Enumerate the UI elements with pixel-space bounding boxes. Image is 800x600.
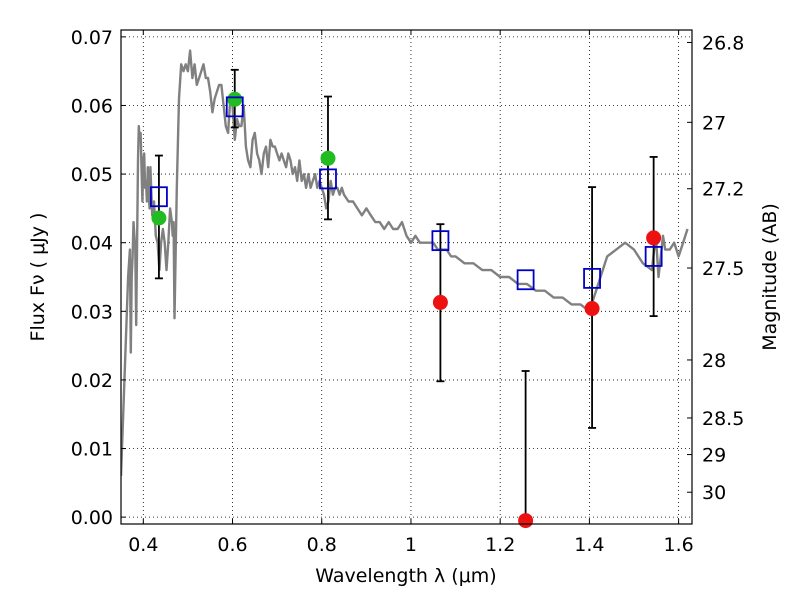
x-tick-label: 0.6: [217, 534, 247, 556]
square-point: [225, 96, 244, 118]
red-circle-point: [432, 294, 448, 310]
red-circle-point: [584, 301, 600, 317]
green-circle-point: [320, 150, 336, 166]
x-axis-title: Wavelength λ (μm): [315, 565, 496, 587]
y2-axis: 26.8 27 27.2 27.5 28 28.5 29 30: [687, 32, 744, 504]
plot-frame: [120, 29, 693, 525]
y-tick-label: 0.00: [71, 507, 113, 529]
y-tick-label: 0.06: [71, 95, 113, 117]
square-point: [150, 186, 168, 208]
y-axis-title: Flux Fν ( μJy ): [27, 213, 49, 342]
square-point: [431, 230, 450, 252]
y-tick-label: 0.05: [71, 164, 113, 186]
red-circle-point: [518, 513, 534, 529]
x-tick-label: 0.4: [128, 534, 158, 556]
x-tick-label: 0.8: [307, 534, 337, 556]
red-circle-point: [646, 230, 662, 246]
y2-tick-label: 27.5: [702, 258, 744, 280]
square-point: [583, 267, 601, 289]
x-tick-label: 1.4: [574, 534, 604, 556]
y-tick-label: 0.07: [71, 27, 113, 49]
square-point: [644, 246, 663, 267]
plot-area: [121, 49, 689, 529]
x-tick-label: 1.6: [664, 534, 694, 556]
y2-tick-label: 26.8: [702, 32, 744, 54]
y-tick-label: 0.01: [71, 439, 113, 461]
y2-tick-label: 29: [702, 445, 726, 467]
green-circle-point: [151, 210, 167, 226]
y-tick-label: 0.04: [71, 233, 113, 255]
y2-tick-label: 28: [702, 350, 726, 372]
square-point: [319, 168, 337, 190]
y-tick-label: 0.02: [71, 370, 113, 392]
y-axis: 0.00 0.01 0.02 0.03 0.04 0.05 0.06 0.07: [71, 27, 126, 529]
x-tick-label: 1: [405, 534, 417, 556]
y2-axis-title: Magnitude (AB): [759, 203, 781, 351]
y2-tick-label: 30: [702, 482, 726, 504]
x-tick-label: 1.2: [485, 534, 515, 556]
square-point: [516, 269, 535, 291]
y2-tick-label: 27.2: [702, 179, 744, 201]
y2-tick-label: 27: [702, 112, 726, 134]
y-tick-label: 0.03: [71, 301, 113, 323]
x-axis: 0.4 0.6 0.8 1 1.2 1.4 1.6: [128, 30, 694, 556]
y2-tick-label: 28.5: [702, 408, 744, 430]
green-circle-point: [227, 91, 243, 107]
